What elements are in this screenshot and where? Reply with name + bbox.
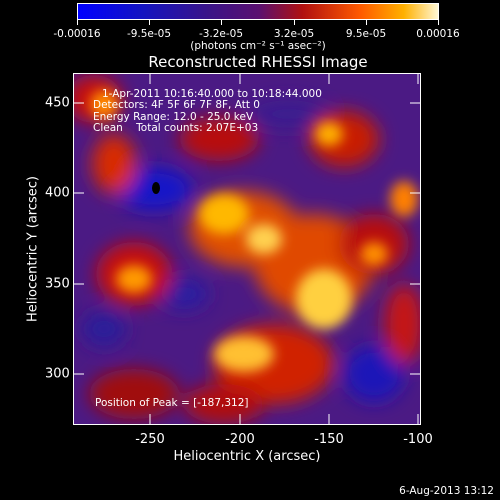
colorbar-tick	[294, 20, 295, 25]
x-axis-title: Heliocentric X (arcsec)	[173, 449, 321, 464]
y-tick-label: 300	[45, 366, 70, 382]
image-title: Reconstructed RHESSI Image	[148, 53, 368, 71]
x-tick-label: -100	[403, 432, 433, 447]
image-map	[74, 74, 420, 424]
colorbar-tick-label: 9.5e-05	[345, 28, 387, 40]
dark-spot	[152, 182, 160, 194]
colorbar-tick	[221, 20, 222, 25]
y-tick-label: 400	[45, 185, 70, 201]
colorbar-tick-label: 0.00016	[416, 28, 460, 40]
colorbar-tick	[149, 20, 150, 25]
colorbar-tick-label: -3.2e-05	[198, 28, 244, 40]
x-tick-label: -150	[314, 432, 344, 447]
x-tick-label: -250	[135, 432, 165, 447]
footer-date: 6-Aug-2013 13:12	[399, 485, 494, 497]
y-tick-label: 450	[45, 95, 70, 111]
colorbar-tick-label: 3.2e-05	[273, 28, 315, 40]
peak-position-text: Position of Peak = [-187,312]	[95, 397, 249, 409]
rhessi-image	[73, 73, 421, 425]
detectors-text: Detectors: 4F 5F 6F 7F 8F, Att 0	[93, 99, 260, 111]
energy-range-text: Energy Range: 12.0 - 25.0 keV	[93, 111, 254, 123]
x-tick-label: -200	[225, 432, 255, 447]
colorbar-tick-label: -9.5e-05	[126, 28, 172, 40]
colorbar-tick	[366, 20, 367, 25]
time-range-text: 1-Apr-2011 10:16:40.000 to 10:18:44.000	[102, 88, 322, 100]
clean-counts-text: Clean Total counts: 2.07E+03	[93, 122, 259, 134]
y-axis-title: Heliocentric Y (arcsec)	[25, 176, 41, 322]
colorbar	[77, 3, 439, 20]
y-tick-label: 350	[45, 276, 70, 292]
colorbar-tick	[438, 20, 439, 25]
colorbar-tick	[77, 20, 78, 25]
colorbar-tick-label: -0.00016	[53, 28, 101, 40]
colorbar-units: (photons cm⁻² s⁻¹ asec⁻²)	[190, 40, 326, 52]
